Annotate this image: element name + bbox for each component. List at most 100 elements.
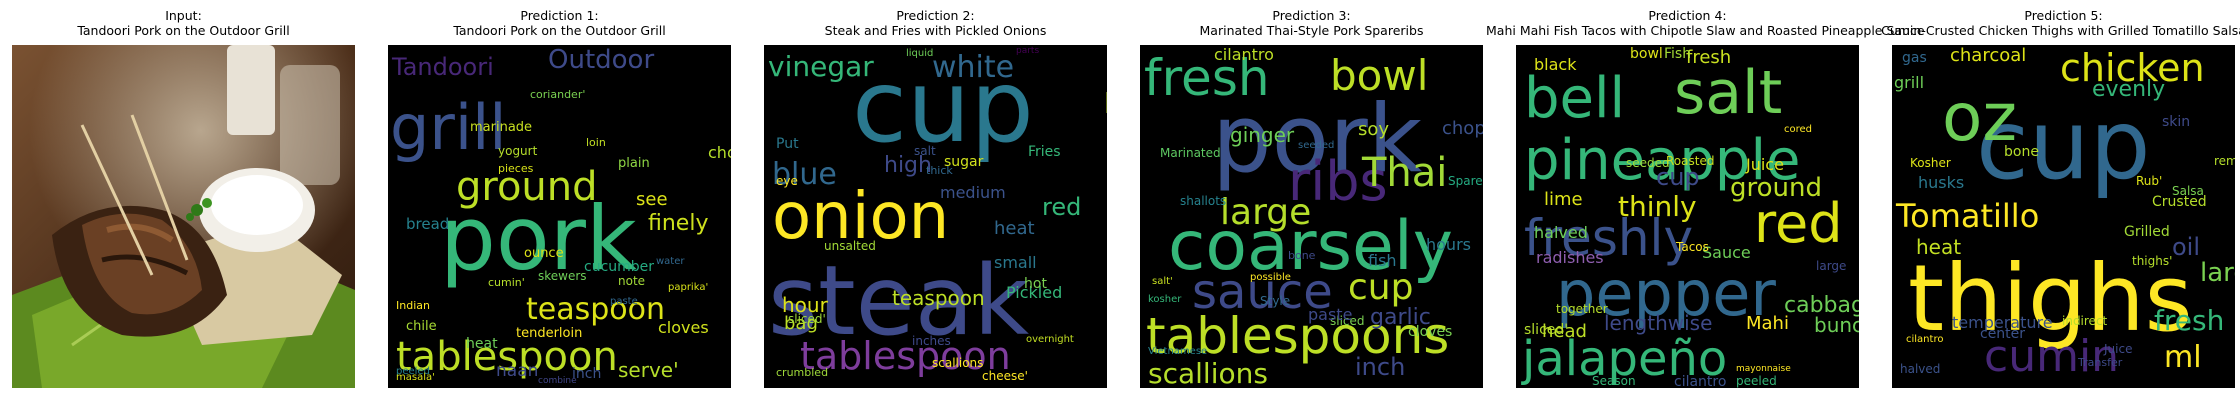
word: chopped (1442, 118, 1483, 139)
word: butter (1104, 90, 1107, 118)
word: unsalted (824, 239, 876, 253)
word: blue (772, 157, 837, 192)
panel-title: Tandoori Pork on the Outdoor Grill (77, 23, 290, 38)
panel-caption: Prediction 5: Cumin-Crusted Chicken Thig… (1862, 8, 2240, 38)
word: paste (610, 296, 638, 307)
word: Put (776, 136, 799, 152)
panel-heading: Prediction 2: (896, 8, 975, 23)
word: chicken (2060, 46, 2205, 90)
word: cloves (1408, 324, 1453, 340)
word: cheese' (982, 369, 1028, 383)
word: inch (1355, 353, 1406, 381)
panel-title: Tandoori Pork on the Outdoor Grill (453, 23, 666, 38)
word: jalapeño (1522, 331, 1728, 387)
word: halved (1900, 362, 1941, 376)
panel-prediction-2: Prediction 2: Steak and Fries with Pickl… (764, 0, 1107, 400)
word: hour (782, 293, 828, 317)
word: freshly (1524, 209, 1694, 267)
word: red (1042, 193, 1082, 221)
word: coarsely (1168, 207, 1454, 286)
word: seeded (1626, 156, 1670, 170)
word: thighs (1908, 245, 2193, 352)
word: Kosher (1910, 156, 1951, 170)
word: halved (1534, 223, 1588, 242)
word: cilantro (1906, 334, 1944, 345)
word: pork (1212, 85, 1423, 194)
word: combine (538, 376, 577, 386)
word: medium (940, 183, 1006, 202)
word: tenderloin (516, 326, 583, 341)
word: paprika' (668, 282, 709, 293)
word: cup (1976, 89, 2151, 201)
word: paste (1308, 305, 1353, 324)
word: high (884, 153, 932, 178)
word: Rub' (2136, 174, 2163, 188)
word: chopped (708, 143, 731, 162)
word: yogurt (498, 144, 538, 158)
word: peeled (1736, 374, 1777, 388)
word: hours (1426, 235, 1471, 254)
panel-heading: Prediction 1: (520, 8, 599, 23)
panel-caption: Prediction 1: Tandoori Pork on the Outdo… (358, 8, 761, 38)
panel-prediction-4: Prediction 4: Mahi Mahi Fish Tacos with … (1486, 0, 1925, 400)
word: overnight (1026, 334, 1074, 345)
word: grill (1894, 73, 1925, 92)
word: hot (1024, 276, 1047, 292)
word: heat (1916, 235, 1962, 259)
word: white (932, 50, 1015, 85)
word: bone (2004, 144, 2039, 160)
word: black (1534, 55, 1577, 74)
panel-caption: Prediction 2: Steak and Fries with Pickl… (734, 8, 1137, 38)
word: salt' (1152, 276, 1173, 287)
word: note (618, 274, 646, 288)
word: cup (852, 48, 1034, 165)
word-cloud: cup steak onion vinegar white butter blu… (764, 45, 1107, 388)
word: finely (648, 211, 709, 236)
word: bunch (1814, 313, 1859, 337)
word: red (1754, 192, 1843, 255)
word: Season (1592, 374, 1636, 388)
word: removed (2214, 154, 2235, 168)
word: Indian (396, 299, 430, 312)
word: skewers (538, 269, 587, 283)
word: sliced' (1524, 322, 1569, 338)
word-cloud: pork coarsely fresh bowl tablespoons sau… (1140, 45, 1483, 388)
word: bread (406, 215, 450, 233)
word: small (994, 253, 1037, 272)
word: seeded (1298, 140, 1335, 151)
word: teaspoon (892, 286, 985, 310)
word: together (1556, 302, 1608, 316)
panel-prediction-3: Prediction 3: Marinated Thai-Style Pork … (1140, 0, 1483, 400)
word: Roasted (1666, 154, 1715, 168)
word: tablespoon (396, 334, 618, 380)
word: kosher (1148, 294, 1182, 305)
word: Fish (1664, 46, 1692, 62)
word: thinly (1618, 190, 1697, 223)
panel-caption: Input: Tandoori Pork on the Outdoor Gril… (0, 8, 385, 38)
word: naan (496, 361, 539, 381)
word: large (1220, 192, 1312, 233)
panel-title: Marinated Thai-Style Pork Spareribs (1199, 23, 1424, 38)
word: liquid (906, 48, 934, 59)
word: cumin' (488, 276, 525, 289)
word: sauce (1192, 264, 1333, 320)
word: cilantro (1214, 45, 1274, 64)
word: chile (406, 319, 437, 334)
word: Juice (1746, 155, 1784, 174)
word: plain (618, 156, 650, 171)
word: lime (1544, 189, 1583, 210)
word: onion (772, 180, 950, 254)
word: sugar (944, 154, 984, 170)
word: Transfer (2078, 356, 2123, 369)
word: Vietnamese (1148, 346, 1208, 357)
word-cloud: bell salt pineapple pepper jalapeño red … (1516, 45, 1859, 388)
word: radishes (1536, 248, 1604, 267)
word: shallots (1180, 194, 1227, 208)
word: see (636, 189, 668, 210)
panel-caption: Prediction 4: Mahi Mahi Fish Tacos with … (1486, 8, 1925, 38)
word: large (2200, 258, 2235, 288)
word: bowl (1630, 46, 1663, 62)
word: sliced (1330, 314, 1365, 328)
word: cucumber (584, 259, 655, 275)
word: ginger (1230, 123, 1295, 147)
